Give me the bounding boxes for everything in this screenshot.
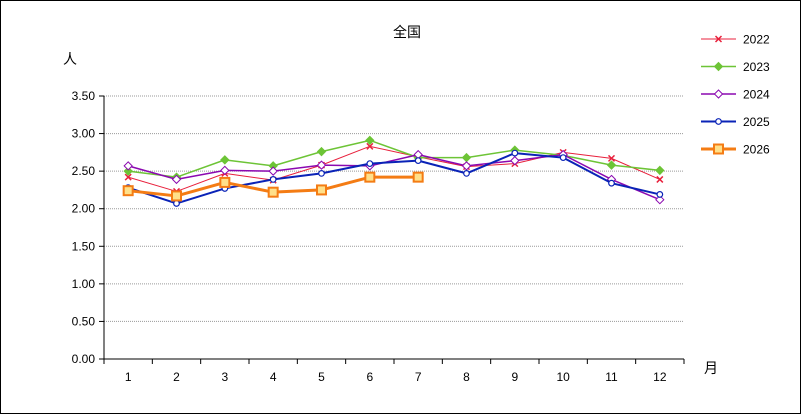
data-point: [267, 186, 279, 198]
y-tick-label: 2.00: [72, 202, 96, 216]
data-point: [510, 155, 520, 166]
series-line: [127, 153, 661, 201]
data-point: [173, 200, 180, 207]
x-tick-label: 6: [366, 370, 373, 384]
data-point: [365, 135, 375, 146]
data-point: [655, 165, 665, 176]
gridlines: [104, 95, 684, 322]
series-2026: [122, 171, 424, 202]
x-tick-label: 9: [511, 370, 518, 384]
series-2024: [123, 149, 665, 205]
x-tick-label: 2: [173, 370, 180, 384]
y-tick-label: 0.00: [72, 352, 96, 366]
data-point: [366, 160, 374, 168]
y-tick-label: 0.50: [72, 314, 96, 328]
data-point: [607, 154, 616, 162]
axes: 0.000.501.001.502.002.503.003.501 2 3 4 5 6 7 8…: [72, 89, 685, 384]
x-tick-label: 4: [270, 370, 277, 384]
data-point: [608, 179, 615, 187]
data-point: [269, 176, 277, 183]
data-point: [656, 175, 664, 183]
legend-label: 2024: [743, 88, 770, 102]
y-axis-unit: 人: [63, 52, 77, 68]
legend-item: 2024: [701, 88, 770, 102]
data-point: [316, 160, 327, 170]
data-point: [316, 184, 327, 196]
data-point: [124, 173, 132, 181]
series-line: [127, 152, 661, 205]
data-point: [171, 174, 182, 185]
legend: 2022 2023 2024 2025 2026: [701, 33, 770, 157]
series-lines: [122, 135, 665, 207]
data-point: [714, 35, 723, 43]
series-line: [128, 139, 660, 178]
data-point: [713, 143, 724, 155]
y-tick-label: 2.50: [72, 164, 96, 178]
data-point: [461, 161, 472, 171]
x-tick-label: 7: [415, 370, 422, 384]
data-point: [713, 61, 724, 72]
chart-title: 全国: [393, 24, 421, 41]
x-tick-label: 5: [318, 370, 325, 384]
data-point: [318, 169, 325, 177]
legend-label: 2025: [743, 115, 770, 129]
x-tick-label: 3: [221, 370, 228, 384]
data-point: [122, 185, 134, 197]
legend-label: 2026: [743, 143, 770, 157]
data-point: [171, 190, 182, 202]
data-point: [123, 161, 133, 171]
data-point: [412, 171, 424, 183]
series-line: [128, 145, 661, 192]
x-tick-label: 11: [605, 370, 618, 384]
x-axis-unit: 月: [704, 361, 718, 377]
x-tick-label: 1: [125, 370, 132, 384]
data-point: [606, 160, 617, 170]
x-tick-label: 10: [556, 370, 570, 384]
data-point: [559, 154, 567, 162]
legend-label: 2022: [743, 33, 770, 47]
data-point: [715, 118, 722, 125]
y-tick-label: 3.50: [72, 89, 96, 103]
data-point: [511, 149, 519, 157]
data-point: [220, 155, 230, 165]
data-point: [364, 171, 376, 183]
y-tick-label: 1.00: [72, 277, 96, 291]
y-tick-label: 1.50: [72, 239, 96, 253]
data-point: [414, 157, 422, 165]
legend-item: 2023: [701, 60, 770, 74]
data-point: [268, 166, 278, 176]
data-point: [366, 142, 374, 150]
data-point: [461, 152, 472, 163]
data-point: [713, 89, 724, 99]
data-point: [656, 191, 664, 198]
data-point: [316, 146, 327, 157]
legend-item: 2022: [701, 33, 770, 47]
data-point: [219, 176, 231, 188]
legend-item: 2026: [701, 143, 770, 157]
data-point: [123, 166, 133, 176]
data-point: [220, 165, 230, 176]
data-point: [463, 169, 470, 177]
x-tick-label: 12: [653, 370, 667, 384]
x-tick-label: 8: [463, 370, 470, 384]
data-point: [655, 194, 665, 205]
legend-label: 2023: [743, 60, 770, 74]
legend-item: 2025: [701, 115, 770, 129]
y-tick-label: 3.00: [72, 127, 96, 141]
